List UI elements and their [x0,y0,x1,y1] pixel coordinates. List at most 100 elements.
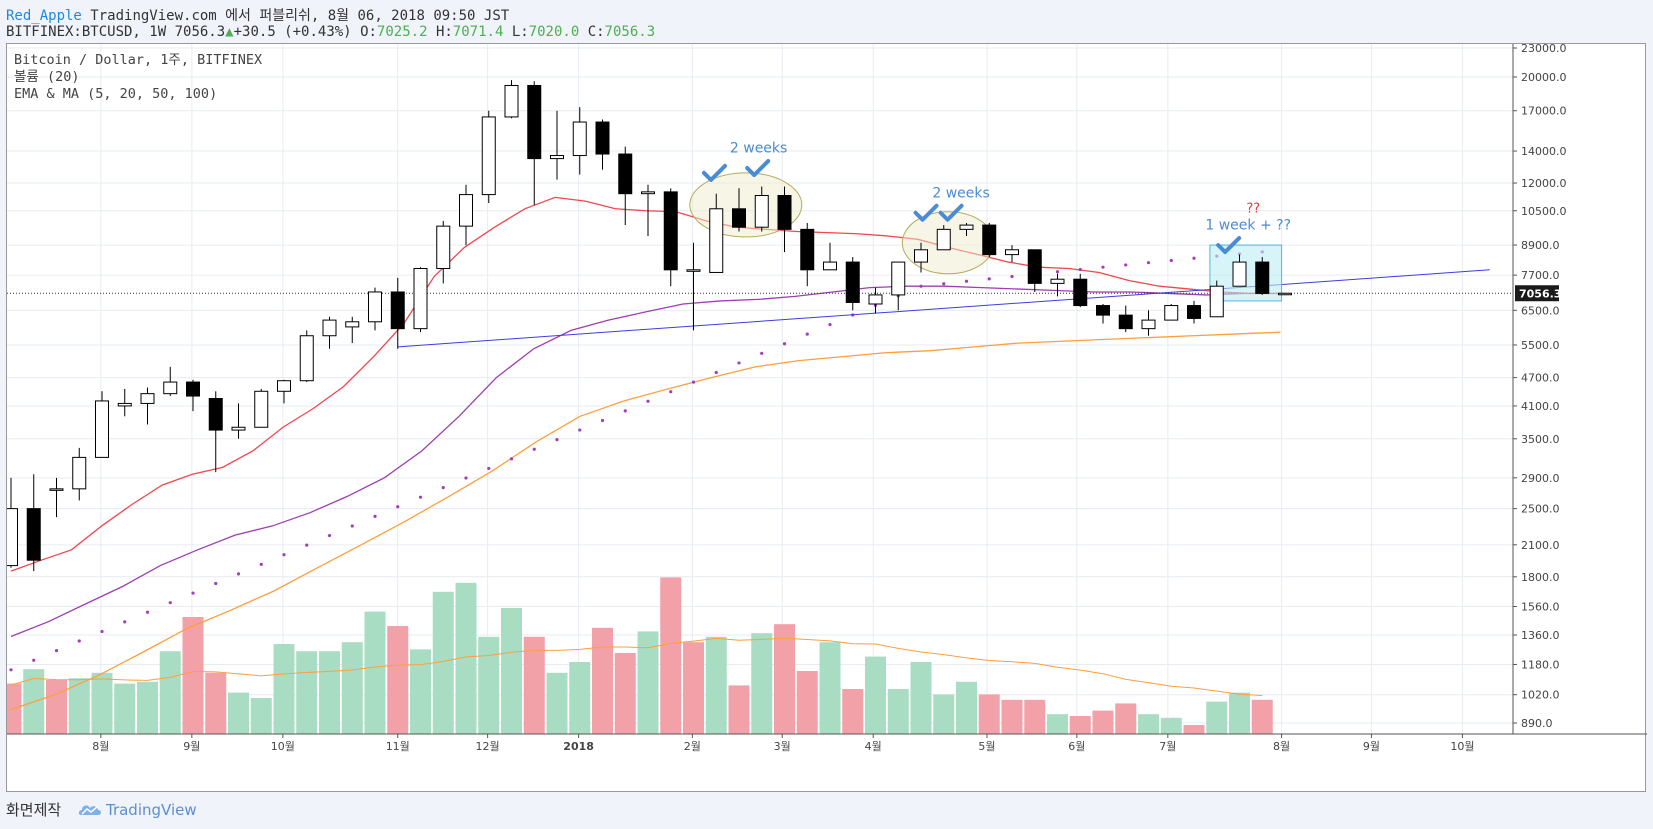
y-tick-label: 4700.0 [1521,372,1560,385]
candle-body [595,121,610,155]
volume-bar [1047,714,1068,734]
candle-body [891,261,906,296]
candle-body [1050,278,1065,284]
y-tick-label: 4100.0 [1521,400,1560,413]
candle-body [390,291,405,330]
candle-body [709,208,724,273]
ma100-dot [418,495,423,499]
close-value: 7056.3 [604,24,656,40]
ma100-dot [714,370,718,375]
ma100-dot [623,409,627,413]
tradingview-brand[interactable]: TradingView [105,801,197,819]
x-tick-label: 10월 [271,740,295,753]
ma100-dot [532,447,536,451]
volume-bar [796,671,818,734]
volume-bar [614,653,636,734]
volume-bar [182,617,204,734]
candle-body [1096,305,1110,316]
candle-body [1255,261,1270,294]
y-tick-label: 8900.0 [1521,239,1560,252]
ma100-dot [168,601,172,605]
volume-bar [137,681,158,734]
author-link[interactable]: Red_Apple [6,8,82,24]
volume-bar [46,680,67,734]
annotation-text: 2 weeks [932,185,989,201]
volume-bar [478,636,500,734]
ma100-dot [282,553,286,557]
open-value: 7025.2 [376,24,428,40]
volume-bar [956,681,977,734]
published-text: TradingView.com 에서 퍼블리쉬, 8월 06, 2018 09:… [90,8,510,24]
ma-orange-line [10,331,1281,711]
y-tick-label: 2500.0 [1521,503,1560,516]
volume-bar [1183,725,1205,734]
y-tick-label: 1360.0 [1521,629,1560,642]
volume-bar [887,689,909,734]
volume-bar [751,633,773,734]
volume-bar [910,662,932,734]
ma100-dot [942,282,946,286]
volume-bar [1069,716,1091,734]
candle-body [163,381,178,395]
y-tick-label: 23000.0 [1521,44,1567,55]
volume-bar [1206,701,1228,734]
x-tick-label: 11월 [386,740,410,753]
ma100-dot [32,658,36,662]
x-tick-label: 9월 [183,740,200,753]
tradingview-cloud-icon[interactable] [78,802,102,820]
ma100-dot [964,279,969,283]
candle-body [254,390,269,428]
candle-body [914,249,928,263]
legend-symbol: Bitcoin / Dollar, 1주, BITFINEX [14,52,263,68]
volume-bar [546,672,568,734]
volume-bar [159,651,181,734]
ma100-dot [691,380,696,384]
candle-body [754,195,769,228]
candle-body [1232,261,1247,287]
volume-bar [1251,699,1273,734]
volume-bar [68,678,90,734]
volume-bar [1138,714,1159,734]
annotation-text: 2 weeks [730,141,787,157]
ma100-dot [509,457,514,461]
candle-body [1073,278,1088,307]
ma100-dot [1101,265,1105,269]
ma100-dot [145,610,150,614]
ma100-dot [782,342,787,346]
x-tick-label: 9월 [1363,740,1380,753]
candle-body [299,335,314,382]
ma100-dot [600,418,605,423]
ma100-dot [555,438,559,442]
ma100-dot [828,322,832,327]
checkmark-icon [745,159,771,178]
volume-bar [523,636,545,734]
ma100-dot [54,649,59,653]
ma100-dot [1124,263,1128,267]
candle-body [1209,285,1224,318]
ma100-dot [100,629,104,634]
candle-body [208,397,223,431]
candle-body [1118,314,1133,330]
y-tick-label: 10500.0 [1521,205,1567,218]
volume-bar [341,642,363,734]
chart-frame[interactable]: 2 weeks 2 weeks 1 week + ???? 890.0 1020.0 11… [6,43,1647,793]
annotation-text: ?? [1246,202,1260,217]
candle-body [413,267,428,330]
volume-bar [501,608,522,734]
ma100-dot [77,639,81,643]
last-price-tag [1515,285,1559,302]
y-tick-label: 1800.0 [1521,571,1560,584]
candle-body [504,84,519,118]
y-tick-label: 2900.0 [1521,472,1560,485]
ma100-dot [396,505,400,509]
last-price-label: 7056.3 [1519,287,1561,300]
candle-body [1187,305,1201,319]
x-tick-label: 10월 [1450,740,1474,753]
candle-body [1278,292,1292,296]
ma100-dot [646,399,650,403]
ma100-dot [1192,256,1196,260]
candle-body [7,508,18,567]
volume-bar [774,624,795,734]
volume-bar [683,642,704,734]
price-chart[interactable]: 2 weeks 2 weeks 1 week + ???? 890.0 1020.0 11… [7,44,1647,793]
